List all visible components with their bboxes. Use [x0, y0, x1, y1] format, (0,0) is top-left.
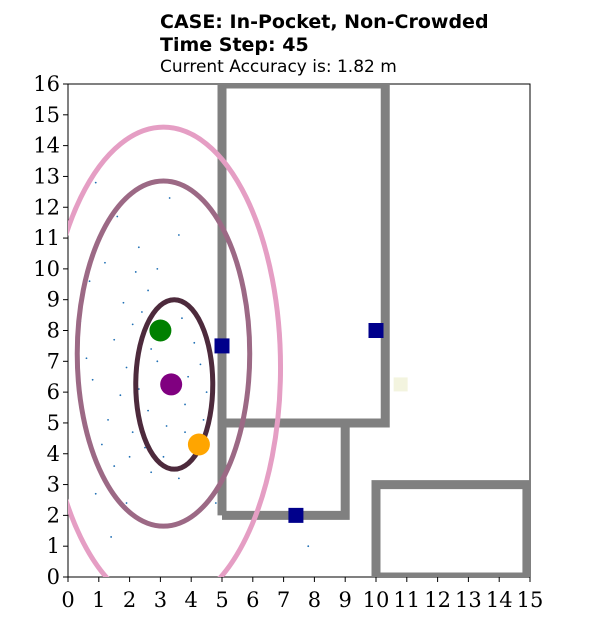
particle-point-7 [131, 323, 134, 326]
y-tick-label: 2 [47, 503, 60, 527]
x-tick-label: 9 [339, 588, 352, 612]
particle-point-43 [193, 341, 196, 344]
x-tick-label: 0 [61, 588, 74, 612]
plot-layer [68, 84, 530, 577]
anchor-square-2 [288, 507, 304, 523]
axis-ticks: 0 1 2 3 4 5 6 7 8 9 10 11 12 13 14 15012345678910111213… [33, 72, 543, 612]
accuracy-subtitle: Current Accuracy is: 1.82 m [160, 57, 397, 77]
y-tick-label: 9 [47, 288, 60, 312]
particle-point-34 [156, 267, 159, 270]
x-tick-label: 12 [424, 588, 451, 612]
y-tick-label: 11 [33, 226, 60, 250]
y-tick-label: 15 [33, 103, 60, 127]
particle-point-10 [150, 348, 153, 350]
particle-point-47 [307, 545, 310, 548]
y-tick-label: 1 [47, 534, 60, 558]
x-tick-label: 6 [246, 588, 259, 612]
particle-point-39 [184, 431, 186, 434]
particle-point-27 [94, 492, 97, 495]
y-tick-label: 10 [33, 257, 60, 281]
y-tick-label: 3 [47, 473, 60, 497]
x-tick-label: 10 [363, 588, 390, 612]
particle-point-25 [150, 471, 153, 474]
particle-point-11 [156, 360, 159, 363]
y-tick-label: 8 [47, 319, 60, 343]
position-marker-2 [187, 433, 210, 456]
particle-point-28 [125, 502, 128, 504]
particle-point-9 [113, 338, 116, 341]
particle-point-44 [141, 311, 143, 313]
wall-2 [371, 480, 530, 577]
particle-point-18 [184, 403, 186, 406]
faint-square-marker [393, 377, 408, 392]
x-tick-label: 1 [92, 588, 105, 612]
uncertainty-ellipse-1 [74, 178, 253, 529]
particle-point-30 [214, 502, 217, 504]
y-tick-label: 7 [47, 349, 60, 373]
case-title: CASE: In-Pocket, Non-Crowded [160, 11, 489, 33]
uncertainty-ellipse-2 [133, 297, 216, 472]
x-tick-label: 2 [123, 588, 136, 612]
particle-point-33 [134, 271, 137, 273]
particle-point-1 [116, 215, 119, 218]
particle-point-3 [137, 246, 140, 249]
particle-point-20 [107, 418, 109, 421]
particle-point-4 [88, 280, 91, 283]
particle-point-42 [119, 394, 122, 397]
particle-point-17 [205, 391, 208, 394]
x-tick-label: 15 [517, 588, 544, 612]
y-tick-label: 16 [33, 72, 60, 96]
y-tick-label: 4 [47, 442, 60, 466]
particle-point-15 [187, 375, 190, 378]
particle-point-41 [85, 357, 88, 360]
wall-1 [222, 418, 350, 520]
particle-point-37 [100, 443, 103, 446]
position-marker-0 [149, 319, 172, 342]
y-tick-label: 14 [33, 134, 60, 158]
x-tick-label: 4 [185, 588, 198, 612]
particle-point-21 [131, 431, 134, 434]
particle-point-40 [202, 418, 205, 421]
particle-point-16 [199, 363, 202, 366]
position-marker-1 [160, 373, 183, 396]
y-tick-label: 13 [33, 164, 60, 188]
particle-point-36 [165, 425, 168, 427]
particle-point-19 [147, 409, 149, 412]
y-tick-label: 5 [47, 411, 60, 435]
particle-point-31 [168, 197, 171, 199]
x-tick-label: 11 [393, 588, 420, 612]
plot-area-frame [67, 83, 531, 578]
y-tick-label: 6 [47, 380, 60, 404]
particle-point-12 [125, 366, 128, 369]
particle-point-0 [94, 181, 97, 184]
x-tick-label: 14 [486, 588, 513, 612]
particle-point-5 [147, 289, 149, 292]
particle-point-22 [144, 446, 146, 449]
x-tick-label: 8 [308, 588, 321, 612]
x-tick-label: 13 [455, 588, 482, 612]
uncertainty-ellipse-0 [68, 124, 283, 577]
particle-point-6 [122, 301, 125, 304]
x-tick-label: 5 [215, 588, 228, 612]
particle-point-45 [181, 317, 183, 320]
particle-point-24 [113, 465, 116, 467]
x-tick-label: 3 [154, 588, 167, 612]
anchor-square-0 [214, 338, 230, 354]
y-tick-label: 12 [33, 195, 60, 219]
time-step-title: Time Step: 45 [160, 34, 309, 56]
particle-point-23 [162, 455, 165, 458]
chart-title-block: CASE: In-Pocket, Non-Crowded Time Step: … [160, 11, 489, 78]
particle-point-38 [128, 455, 131, 458]
anchor-square-1 [368, 323, 384, 338]
particle-point-13 [91, 378, 94, 381]
x-tick-label: 7 [277, 588, 290, 612]
particle-point-2 [104, 261, 106, 264]
y-tick-label: 0 [47, 565, 60, 589]
particle-point-35 [177, 234, 180, 236]
particle-point-46 [110, 536, 113, 538]
particle-point-14 [137, 388, 140, 390]
particle-point-26 [177, 477, 180, 480]
